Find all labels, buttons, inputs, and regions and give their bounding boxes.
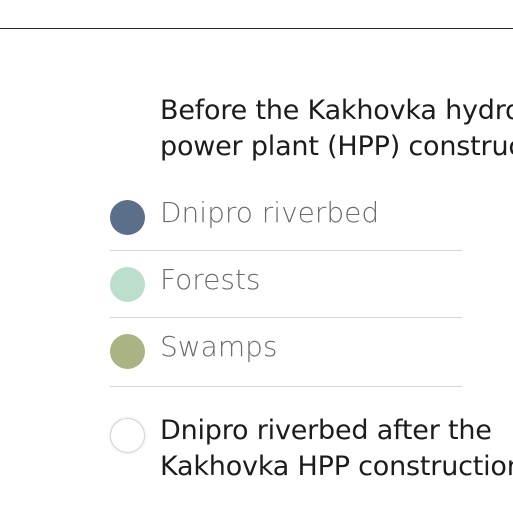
after-heading-line-1: Dnipro riverbed after the <box>160 415 492 446</box>
legend-item-label: Dnipro riverbed <box>160 196 380 229</box>
before-heading-line-1: Before the Kakhovka hydroelectric <box>160 95 513 126</box>
riverbed-swatch-icon <box>110 200 145 235</box>
legend-item-dnipro-riverbed: Dnipro riverbed <box>110 183 462 251</box>
row-divider <box>110 317 462 318</box>
after-construction-heading: Dnipro riverbed after the Kakhovka HPP c… <box>160 413 513 485</box>
before-heading-line-2: power plant (HPP) construction <box>160 131 513 162</box>
legend-item-swamps: Swamps <box>110 317 462 387</box>
legend-item-label: Swamps <box>160 330 278 363</box>
before-construction-heading: Before the Kakhovka hydroelectric power … <box>160 93 513 165</box>
row-divider <box>110 250 462 251</box>
post-construction-riverbed-swatch-icon <box>110 418 145 453</box>
row-divider <box>110 386 462 387</box>
forest-swatch-icon <box>110 267 145 302</box>
after-heading-line-2: Kakhovka HPP construction <box>160 451 513 482</box>
swamp-swatch-icon <box>110 334 145 369</box>
legend-item-forests: Forests <box>110 250 462 318</box>
legend-item-label: Forests <box>160 263 261 296</box>
top-divider <box>0 28 513 29</box>
